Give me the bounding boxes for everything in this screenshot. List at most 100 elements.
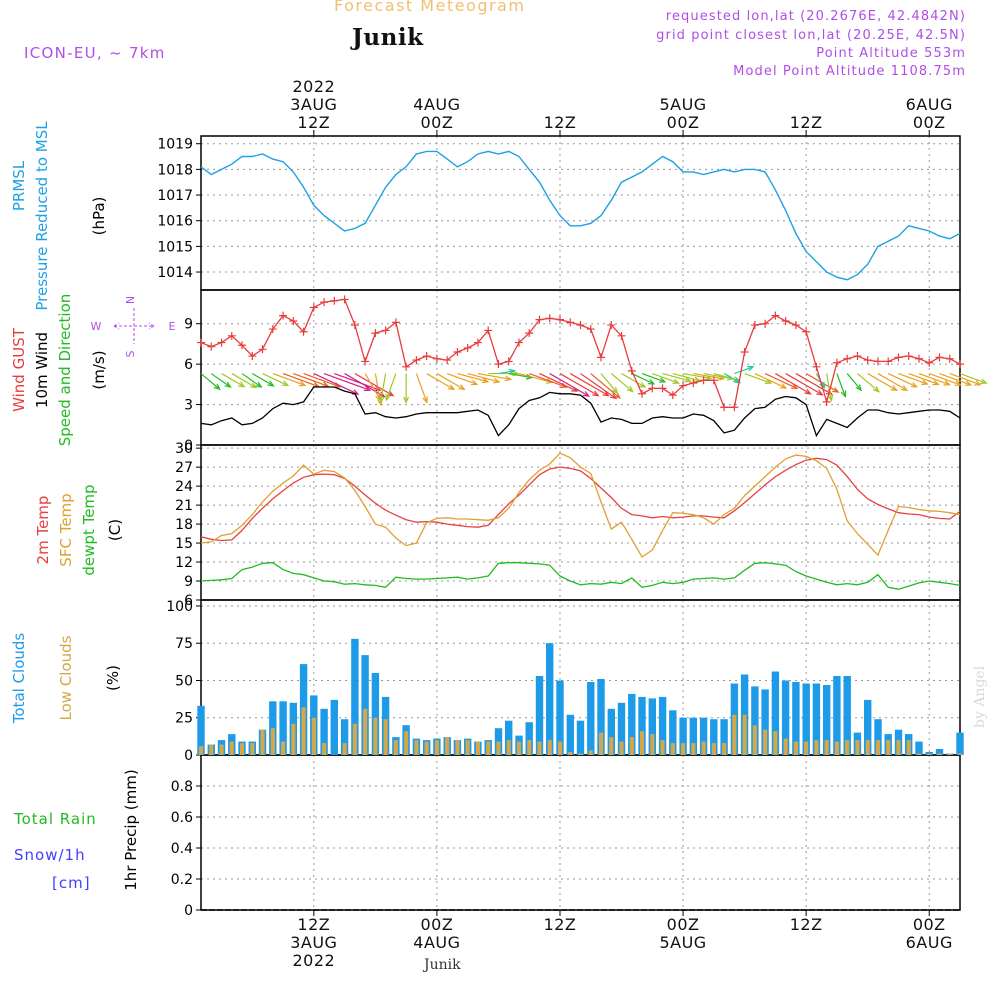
total-cloud-bar — [638, 696, 646, 755]
y-tick-label: 0 — [184, 438, 193, 454]
low-cloud-bar — [199, 746, 204, 755]
gust-marker — [555, 315, 564, 324]
low-cloud-bar — [516, 741, 521, 755]
wind-arrow — [631, 373, 656, 385]
gust-marker — [863, 356, 872, 365]
low-cloud-bar — [281, 741, 286, 755]
wind-arrow — [857, 373, 881, 393]
y-tick-label: 27 — [175, 460, 193, 476]
low-cloud-bar — [506, 740, 511, 755]
low-cloud-bar — [588, 750, 593, 755]
gust-marker — [473, 338, 482, 347]
y-tick-label: 1019 — [157, 137, 193, 153]
gust-marker — [730, 403, 739, 412]
total-cloud-bar — [279, 701, 287, 755]
gust-marker — [299, 327, 308, 336]
low-cloud-bar — [958, 753, 963, 755]
wind-arrow — [378, 373, 387, 404]
wind-arrow — [569, 373, 610, 397]
time-label-bottom: 00Z — [913, 915, 946, 934]
low-cloud-bar — [640, 731, 645, 755]
panel-label: 2m Temp — [34, 496, 52, 565]
y-tick-label: 0.6 — [171, 810, 193, 826]
panel-label: (m/s) — [90, 350, 108, 389]
total-cloud-bar — [812, 683, 821, 755]
total-cloud-bar — [874, 719, 882, 755]
low-cloud-bar — [855, 740, 860, 755]
wind-arrow — [590, 373, 621, 399]
low-cloud-bar — [270, 728, 275, 755]
total-cloud-bar — [833, 676, 841, 755]
gust-marker — [350, 321, 359, 330]
total-cloud-bar — [320, 708, 328, 755]
low-cloud-bar — [875, 740, 880, 755]
low-cloud-bar — [865, 740, 870, 755]
pressure-panel: 1014 1015 1016 1017 1018 1019 PRMSL Pressure Re… — [10, 121, 961, 311]
gust-marker — [484, 326, 493, 335]
wind-arrow — [498, 368, 517, 375]
gust-marker — [268, 325, 277, 334]
wind-arrow — [426, 373, 456, 391]
panel-label: Pressure Reduced to MSL — [33, 121, 51, 311]
y-tick-label: 0.2 — [171, 872, 193, 888]
low-cloud-bar — [219, 744, 224, 755]
total-cloud-bar — [864, 699, 872, 755]
wind-arrow — [262, 373, 290, 387]
gust-marker — [597, 353, 606, 362]
gust-marker — [248, 352, 257, 361]
gust-marker — [197, 338, 205, 347]
low-cloud-bar — [311, 717, 316, 755]
low-cloud-bar — [937, 753, 942, 755]
total-cloud-bar — [802, 683, 810, 755]
wind-arrow — [200, 373, 221, 391]
low-cloud-bar — [260, 729, 265, 755]
dewpt-line — [200, 562, 961, 590]
gust-marker — [381, 326, 390, 335]
low-cloud-bar — [393, 740, 398, 755]
total-cloud-bar — [679, 717, 687, 755]
low-cloud-bar — [650, 734, 655, 755]
low-cloud-bar — [916, 753, 921, 755]
time-label-top: 3AUG — [290, 95, 337, 114]
compass-south: S — [124, 350, 137, 357]
low-cloud-bar — [291, 723, 296, 755]
y-tick-label: 0 — [184, 903, 193, 919]
y-tick-label: 15 — [175, 536, 193, 552]
wind-arrow — [580, 373, 618, 400]
t2m-line — [200, 457, 961, 542]
gust-marker — [412, 356, 421, 365]
low-cloud-bar — [722, 743, 727, 755]
wind-arrow — [641, 373, 667, 383]
total-cloud-bar — [576, 720, 585, 755]
wind-arrow — [898, 373, 929, 385]
panel-label: (%) — [104, 665, 122, 691]
wind-arrow — [610, 373, 634, 393]
total-cloud-bar — [956, 732, 964, 755]
total-cloud-bar — [915, 741, 923, 755]
gust-marker — [843, 354, 852, 363]
gust-marker — [361, 357, 370, 366]
total-cloud-bar — [617, 702, 626, 755]
time-label-bottom: 5AUG — [659, 933, 706, 952]
total-cloud-bar — [761, 689, 769, 755]
total-cloud-bar — [340, 719, 349, 755]
wind-arrow — [959, 373, 988, 384]
time-label-top: 00Z — [420, 113, 453, 132]
low-cloud-bar — [691, 743, 696, 755]
total-cloud-bar — [556, 680, 564, 755]
time-label-bottom: 00Z — [420, 915, 453, 934]
total-cloud-bar — [699, 717, 708, 755]
gust-marker — [627, 366, 636, 375]
footer-location: Junik — [424, 957, 461, 973]
low-cloud-bar — [434, 740, 439, 755]
y-tick-label: 0 — [184, 748, 193, 764]
gust-marker — [904, 352, 913, 361]
wind-arrow — [559, 373, 600, 397]
low-cloud-bar — [352, 723, 357, 755]
gust-marker — [658, 384, 667, 393]
gust-marker — [320, 298, 329, 307]
time-label-bottom: 00Z — [667, 915, 700, 934]
low-cloud-bar — [793, 741, 798, 755]
gust-marker — [781, 317, 790, 325]
panel-label: dewpt Temp — [80, 484, 98, 575]
